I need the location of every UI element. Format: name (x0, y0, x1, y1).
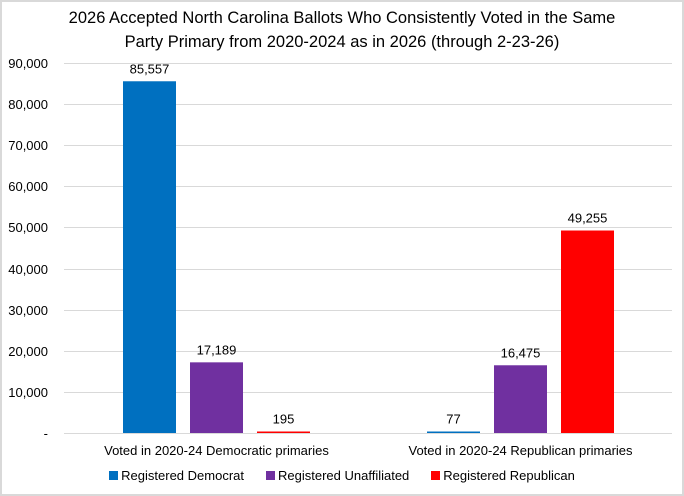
data-label: 77 (446, 412, 460, 427)
legend-swatch-democrat (109, 471, 119, 480)
legend-item-unaffiliated: Registered Unaffiliated (266, 468, 409, 483)
x-category-label: Voted in 2020-24 Democratic primaries (104, 443, 329, 458)
chart-title-line-1: 2026 Accepted North Carolina Ballots Who… (68, 9, 616, 27)
y-tick-label: 10,000 (8, 385, 48, 400)
legend: Registered Democrat Registered Unaffilia… (0, 468, 684, 483)
data-label: 195 (273, 412, 295, 427)
y-tick-label: - (44, 426, 48, 441)
y-tick-label: 20,000 (8, 344, 48, 359)
bar (561, 230, 614, 433)
legend-label-republican: Registered Republican (443, 468, 575, 483)
legend-swatch-republican (431, 471, 441, 480)
y-tick-label: 40,000 (8, 262, 48, 277)
data-label: 16,475 (501, 345, 541, 360)
chart-title: 2026 Accepted North Carolina Ballots Who… (0, 6, 684, 54)
bar (494, 365, 547, 433)
bar (257, 431, 310, 433)
legend-label-unaffiliated: Registered Unaffiliated (278, 468, 410, 483)
legend-item-democrat: Registered Democrat (109, 468, 244, 483)
x-category-label: Voted in 2020-24 Republican primaries (408, 443, 633, 458)
data-label: 49,255 (568, 211, 608, 226)
bar (190, 362, 243, 433)
bar (123, 81, 176, 434)
y-tick-label: 90,000 (8, 56, 48, 71)
legend-label-democrat: Registered Democrat (121, 468, 244, 483)
y-tick-label: 30,000 (8, 303, 48, 318)
data-label: 17,189 (197, 342, 237, 357)
chart-title-line-2: Party Primary from 2020-2024 as in 2026 … (124, 33, 560, 51)
y-tick-label: 80,000 (8, 97, 48, 112)
legend-item-republican: Registered Republican (431, 468, 575, 483)
y-tick-label: 70,000 (8, 138, 48, 153)
data-label: 85,557 (130, 61, 170, 76)
legend-swatch-unaffiliated (266, 471, 275, 480)
y-tick-label: 60,000 (8, 179, 48, 194)
y-tick-label: 50,000 (8, 220, 48, 235)
bar (427, 431, 480, 433)
